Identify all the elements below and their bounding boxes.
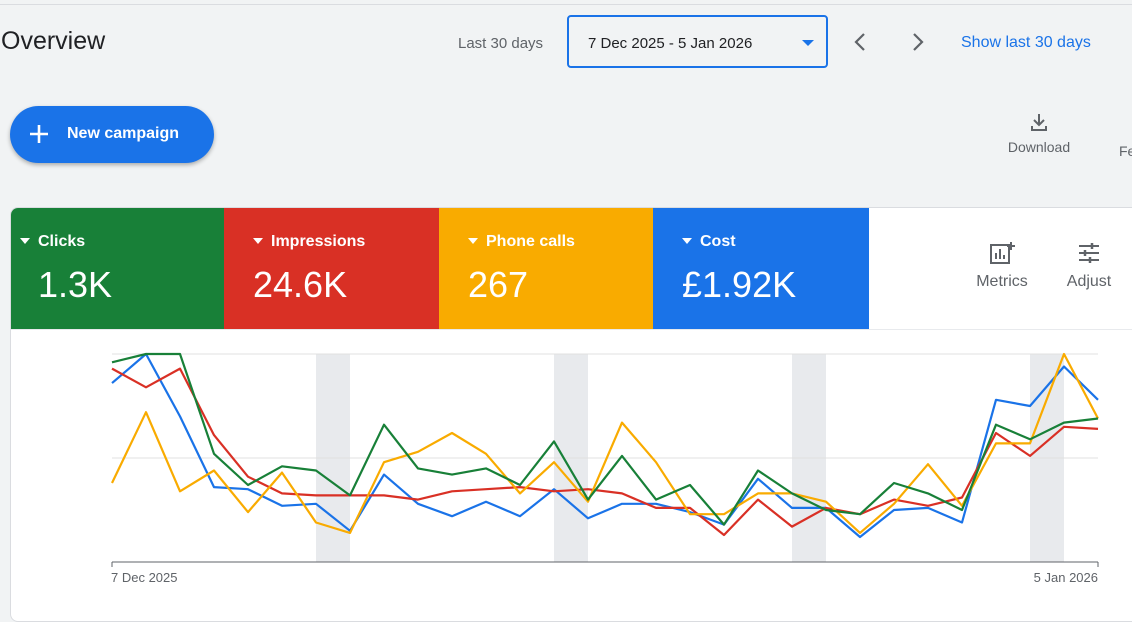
- metrics-icon: [990, 242, 1015, 264]
- series-line-2: [111, 352, 1099, 535]
- clicks-value: 1.3K: [38, 264, 113, 305]
- x-axis-start-label: 7 Dec 2025: [111, 570, 178, 585]
- page-title: Overview: [1, 27, 106, 55]
- adjust-icon: [1079, 243, 1099, 263]
- date-range-select[interactable]: 7 Dec 2025 - 5 Jan 2026: [567, 15, 828, 68]
- download-button[interactable]: Download: [1000, 112, 1078, 155]
- cost-value: £1.92K: [682, 264, 797, 305]
- date-range-value: 7 Dec 2025 - 5 Jan 2026: [588, 35, 753, 52]
- top-divider: [0, 4, 1132, 5]
- clicks-label: Clicks: [38, 233, 86, 250]
- impressions-scorecard[interactable]: Impressions 24.6K: [224, 208, 439, 329]
- series-line-1: [111, 367, 1099, 537]
- adjust-button[interactable]: Adjust: [1059, 241, 1119, 291]
- date-range-label: Last 30 days: [458, 35, 544, 52]
- impressions-label: Impressions: [271, 233, 366, 250]
- dropdown-caret-icon: [253, 238, 263, 244]
- series-line-0: [111, 352, 1099, 539]
- dropdown-caret-icon: [20, 238, 30, 244]
- phone-calls-value: 267: [468, 264, 529, 305]
- adjust-label: Adjust: [1066, 273, 1112, 290]
- scorecard-divider: [11, 329, 1132, 330]
- dropdown-caret-icon: [468, 238, 478, 244]
- cut-off-tool-label[interactable]: Fe: [1119, 143, 1132, 159]
- metrics-button[interactable]: Metrics: [967, 241, 1037, 291]
- x-axis-end-label: 5 Jan 2026: [1034, 570, 1098, 585]
- new-campaign-label: New campaign: [67, 125, 180, 142]
- download-label: Download: [1007, 139, 1071, 155]
- phone-calls-label: Phone calls: [486, 233, 575, 250]
- phone-calls-label-wrap: Phone calls: [468, 233, 575, 251]
- dropdown-caret-icon: [682, 238, 692, 244]
- dropdown-caret-icon: [802, 40, 814, 46]
- series-line-3: [111, 352, 1099, 526]
- impressions-value: 24.6K: [253, 264, 348, 305]
- clicks-label-wrap: Clicks: [20, 233, 86, 251]
- phone-calls-scorecard[interactable]: Phone calls 267: [439, 208, 653, 329]
- cost-label: Cost: [700, 233, 736, 250]
- metrics-label: Metrics: [976, 273, 1028, 290]
- chevron-right-icon[interactable]: [909, 30, 927, 54]
- cost-label-wrap: Cost: [682, 233, 736, 251]
- new-campaign-button[interactable]: New campaign: [10, 106, 214, 163]
- download-icon: [1031, 114, 1047, 131]
- chevron-left-icon[interactable]: [851, 30, 869, 54]
- performance-chart: 7 Dec 2025 5 Jan 2026: [111, 352, 1099, 585]
- show-last-30-days-link[interactable]: Show last 30 days: [961, 34, 1091, 51]
- plus-icon: [30, 125, 48, 143]
- impressions-label-wrap: Impressions: [253, 233, 366, 251]
- cost-scorecard[interactable]: Cost £1.92K: [653, 208, 869, 329]
- clicks-scorecard[interactable]: Clicks 1.3K: [11, 208, 224, 329]
